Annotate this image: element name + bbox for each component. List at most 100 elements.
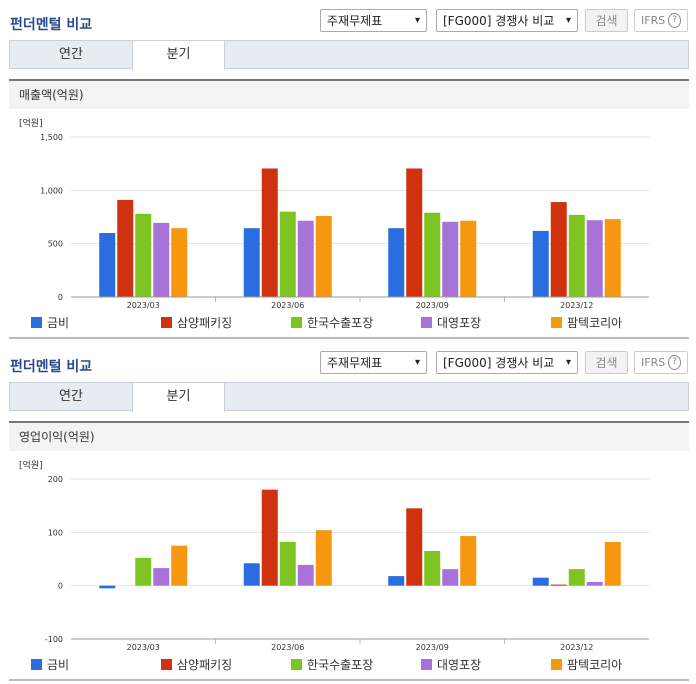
statement-type-select[interactable]: 주재무제표 ▾: [320, 351, 427, 374]
bar-2023-06-s1[interactable]: [261, 489, 278, 586]
peer-group-select[interactable]: [FG000] 경쟁사 비교 ▾: [436, 9, 578, 32]
legend-swatch: [421, 659, 432, 670]
bar-2023-03-s4[interactable]: [171, 545, 188, 586]
bar-2023-03-s1[interactable]: [117, 199, 134, 297]
help-icon: ?: [668, 13, 681, 28]
bar-2023-09-s1[interactable]: [406, 508, 423, 586]
bar-2023-06-s4[interactable]: [315, 530, 332, 586]
bar-2023-03-s3[interactable]: [153, 222, 170, 297]
legend-item[interactable]: 삼양패키징: [161, 656, 232, 673]
y-tick-label: -100: [45, 635, 63, 644]
y-tick-label: 200: [48, 475, 63, 484]
y-tick-label: 1,000: [40, 186, 63, 195]
bar-2023-06-s3[interactable]: [297, 220, 314, 297]
bar-2023-03-s0[interactable]: [99, 233, 116, 297]
bar-2023-09-s2[interactable]: [424, 212, 441, 297]
bar-2023-12-s1[interactable]: [550, 202, 567, 297]
legend-item[interactable]: 금비: [31, 314, 69, 331]
bar-2023-12-s4[interactable]: [604, 541, 621, 586]
legend-item[interactable]: 대영포장: [421, 656, 481, 673]
bar-2023-09-s4[interactable]: [460, 536, 477, 586]
bar-2023-12-s3[interactable]: [586, 581, 603, 586]
bar-2023-09-s1[interactable]: [406, 168, 423, 297]
section-title: 영업이익(억원): [9, 421, 689, 451]
legend-item[interactable]: 삼양패키징: [161, 314, 232, 331]
peer-group-value: [FG000] 경쟁사 비교: [443, 356, 555, 370]
legend-swatch: [291, 317, 302, 328]
bar-2023-12-s4[interactable]: [604, 219, 621, 297]
ifrs-button[interactable]: IFRS?: [634, 351, 688, 374]
bar-2023-06-s0[interactable]: [243, 563, 260, 586]
bar-2023-12-s1[interactable]: [550, 584, 567, 586]
legend-item[interactable]: 금비: [31, 656, 69, 673]
bar-2023-09-s2[interactable]: [424, 551, 441, 586]
bar-2023-09-s4[interactable]: [460, 220, 477, 297]
bar-2023-03-s0[interactable]: [99, 585, 116, 589]
legend-item[interactable]: 대영포장: [421, 314, 481, 331]
tab-quarterly[interactable]: 분기: [132, 383, 225, 412]
period-tabs: 연간 분기: [9, 40, 689, 70]
y-tick-label: 0: [58, 582, 63, 591]
comparison-panel-operating-profit: 펀더멘털 비교 주재무제표 ▾ [FG000] 경쟁사 비교 ▾ 검색 IFRS? …: [0, 342, 696, 684]
bar-2023-12-s2[interactable]: [568, 214, 585, 297]
legend-label: 삼양패키징: [177, 316, 233, 330]
x-tick-label: 2023/12: [560, 301, 593, 309]
legend-item[interactable]: 팜텍코리아: [551, 656, 622, 673]
legend-item[interactable]: 한국수출포장: [291, 314, 373, 331]
y-tick-label: 0: [58, 293, 63, 302]
legend-swatch: [161, 317, 172, 328]
tab-annual[interactable]: 연간: [59, 47, 83, 62]
x-tick-label: 2023/06: [271, 643, 304, 651]
unit-label: [억원]: [19, 459, 43, 471]
operating-profit-chart-svg: [억원] -100 0 100 200 2023/03 2023/06 2023/09 2023…: [19, 459, 649, 652]
statement-type-select[interactable]: 주재무제표 ▾: [320, 9, 427, 32]
legend-label: 팜텍코리아: [567, 658, 623, 672]
bar-2023-06-s3[interactable]: [297, 564, 314, 586]
bar-2023-03-s4[interactable]: [171, 228, 188, 297]
legend-swatch: [31, 659, 42, 670]
bar-2023-03-s2[interactable]: [135, 557, 152, 586]
statement-type-value: 주재무제표: [327, 356, 383, 370]
operating-profit-chart: [억원] -100 0 100 200 2023/03 2023/06 2023/09 2023…: [9, 451, 689, 681]
chart-legend: 금비 삼양패키징 한국수출포장 대영포장 팜텍코리아: [9, 312, 689, 332]
statement-type-value: 주재무제표: [327, 14, 383, 28]
comparison-panel-revenue: 펀더멘털 비교 주재무제표 ▾ [FG000] 경쟁사 비교 ▾ 검색 IFRS? …: [9, 9, 689, 339]
x-tick-label: 2023/12: [560, 643, 593, 651]
bar-2023-03-s3[interactable]: [153, 568, 170, 586]
legend-swatch: [551, 659, 562, 670]
chevron-down-icon: ▾: [565, 357, 571, 368]
panel-title: 펀더멘털 비교: [10, 359, 93, 375]
ifrs-button[interactable]: IFRS?: [634, 9, 688, 32]
bar-2023-06-s0[interactable]: [243, 228, 260, 297]
legend-item[interactable]: 팜텍코리아: [551, 314, 622, 331]
search-button[interactable]: 검색: [585, 351, 628, 374]
bar-2023-09-s3[interactable]: [442, 221, 459, 297]
bar-2023-12-s0[interactable]: [532, 230, 549, 297]
bar-2023-06-s2[interactable]: [279, 211, 296, 297]
bar-2023-06-s1[interactable]: [261, 168, 278, 297]
legend-swatch: [31, 317, 42, 328]
peer-group-select[interactable]: [FG000] 경쟁사 비교 ▾: [436, 351, 578, 374]
bar-2023-09-s0[interactable]: [388, 228, 405, 297]
legend-swatch: [421, 317, 432, 328]
bar-2023-06-s2[interactable]: [279, 541, 296, 586]
chevron-down-icon: ▾: [414, 357, 420, 368]
bar-2023-12-s0[interactable]: [532, 577, 549, 586]
legend-item[interactable]: 한국수출포장: [291, 656, 373, 673]
section-title: 매출액(억원): [9, 79, 689, 109]
tab-quarterly[interactable]: 분기: [132, 41, 225, 70]
tab-annual[interactable]: 연간: [59, 389, 83, 404]
ifrs-label: IFRS: [641, 356, 666, 369]
y-tick-label: 100: [48, 528, 63, 537]
x-tick-label: 2023/03: [127, 301, 160, 309]
bar-2023-09-s0[interactable]: [388, 576, 405, 586]
search-button[interactable]: 검색: [585, 9, 628, 32]
x-tick-label: 2023/09: [416, 301, 449, 309]
bar-2023-03-s2[interactable]: [135, 213, 152, 297]
bar-2023-06-s4[interactable]: [315, 215, 332, 297]
bar-2023-12-s3[interactable]: [586, 220, 603, 297]
bar-2023-12-s2[interactable]: [568, 569, 585, 586]
bar-2023-09-s3[interactable]: [442, 569, 459, 586]
peer-group-value: [FG000] 경쟁사 비교: [443, 14, 555, 28]
help-icon: ?: [668, 355, 681, 370]
